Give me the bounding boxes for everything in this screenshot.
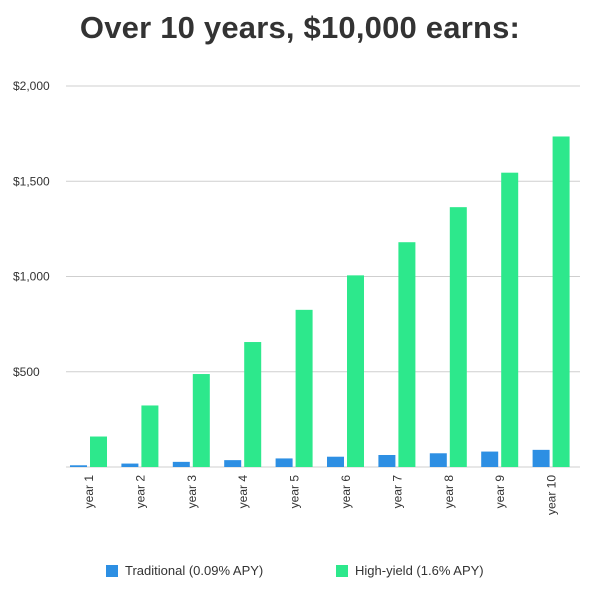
chart-title: Over 10 years, $10,000 earns:: [79, 10, 521, 45]
y-tick-label: $1,500: [13, 174, 50, 188]
y-tick-label: $2,000: [13, 79, 50, 93]
y-tick-label: $1,000: [13, 270, 50, 284]
legend-label-traditional: Traditional (0.09% APY): [125, 563, 264, 578]
bar-high-yield: [449, 207, 467, 467]
bar-traditional: [532, 449, 550, 467]
bar-high-yield: [398, 242, 416, 467]
x-tick-label: year 6: [339, 475, 353, 509]
x-tick-label: year 1: [82, 475, 96, 509]
bar-high-yield: [192, 374, 210, 467]
x-tick-label: year 10: [545, 475, 559, 515]
bar-high-yield: [552, 136, 570, 468]
bar-traditional: [327, 456, 344, 467]
x-tick-label: year 3: [185, 475, 199, 509]
bar-traditional: [70, 465, 87, 467]
legend-label-high-yield: High-yield (1.6% APY): [355, 563, 484, 578]
x-tick-label: year 8: [442, 475, 456, 509]
bar-high-yield: [244, 342, 262, 467]
bar-traditional: [429, 453, 447, 467]
y-tick-label: $500: [13, 365, 40, 379]
bar-traditional: [378, 454, 396, 467]
bar-high-yield: [141, 405, 159, 467]
bar-high-yield: [295, 309, 313, 467]
legend-swatch-traditional: [106, 564, 118, 577]
legend-item-high-yield: High-yield (1.6% APY): [336, 563, 484, 578]
x-tick-label: year 4: [236, 475, 250, 509]
bar-traditional: [481, 451, 499, 467]
legend-item-traditional: Traditional (0.09% APY): [106, 563, 263, 578]
bar-traditional: [121, 463, 139, 467]
bar-traditional: [275, 458, 293, 467]
bar-high-yield: [347, 275, 364, 467]
bar-traditional: [172, 461, 190, 467]
x-tick-label: year 9: [493, 475, 507, 509]
bar-high-yield: [90, 436, 107, 467]
legend: Traditional (0.09% APY) High-yield (1.6%…: [0, 563, 600, 583]
bar-traditional: [224, 460, 242, 467]
bar-high-yield: [501, 172, 519, 468]
x-tick-label: year 7: [390, 475, 404, 509]
x-tick-label: year 5: [288, 475, 302, 509]
x-tick-label: year 2: [133, 475, 147, 509]
legend-swatch-high-yield: [336, 564, 348, 577]
